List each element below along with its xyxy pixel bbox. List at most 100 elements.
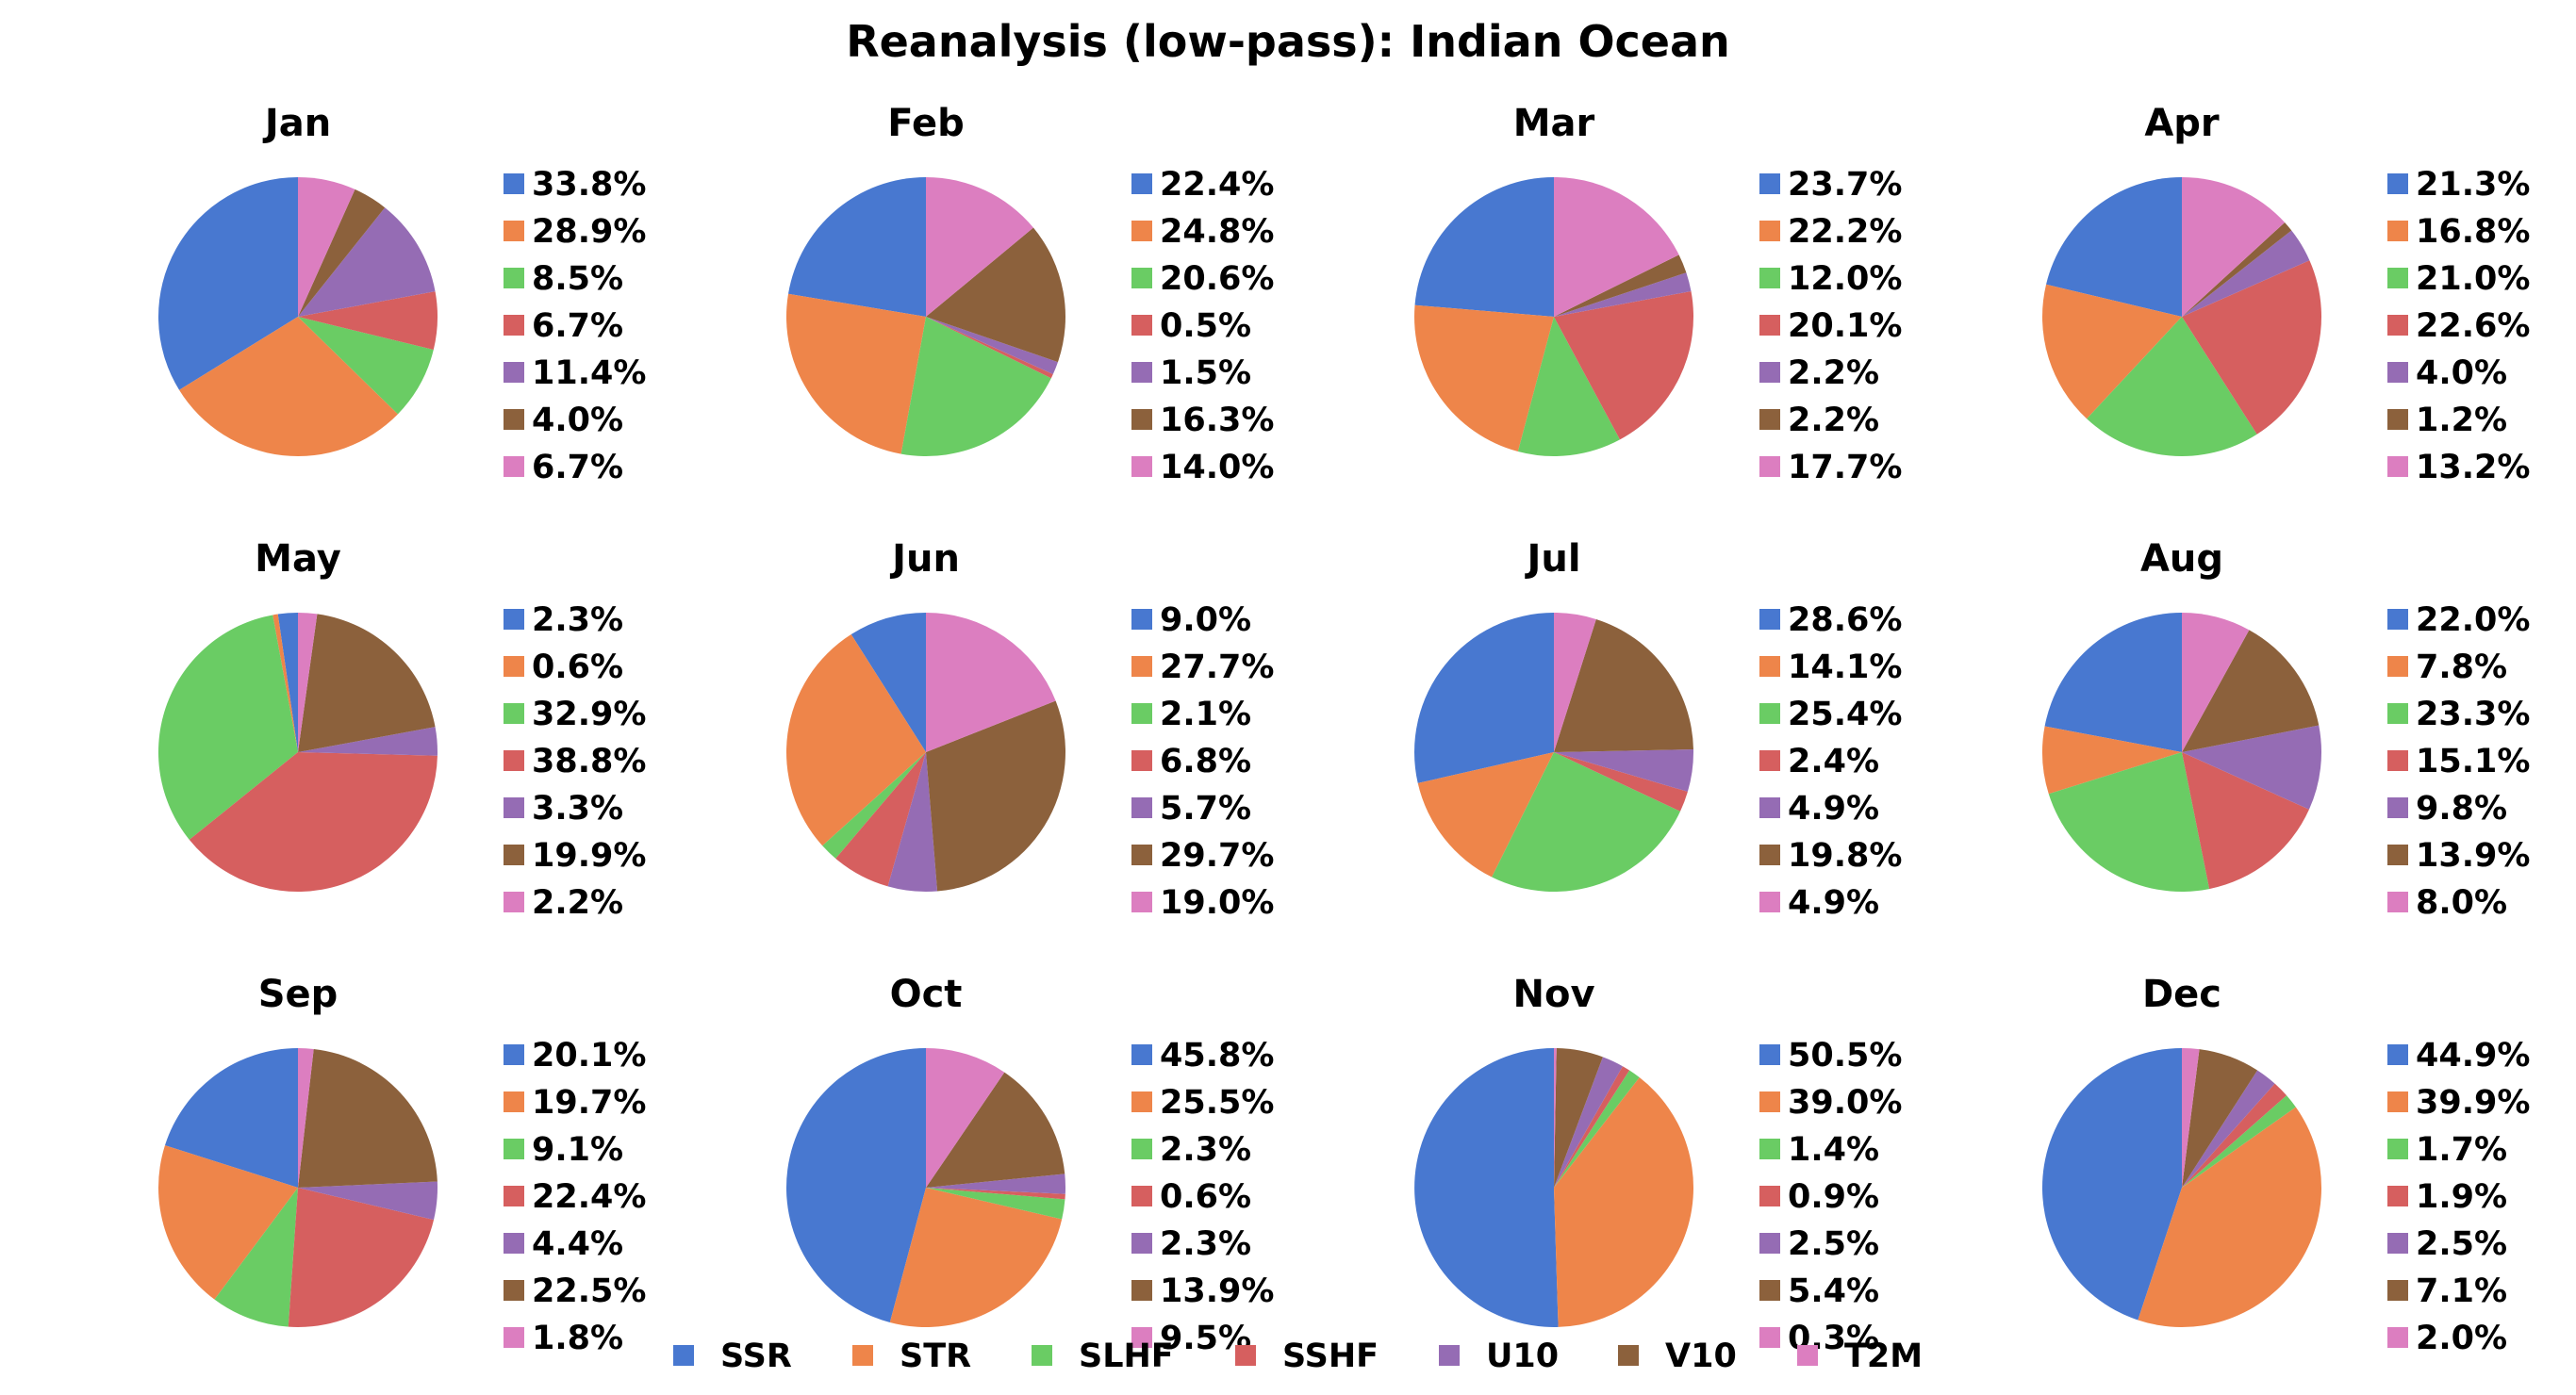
pie-slice-slhf <box>926 1188 1065 1220</box>
legend-swatch-sshf <box>504 750 524 771</box>
legend-swatch-u10 <box>2387 1233 2408 1254</box>
pie-slice-v10 <box>298 614 436 752</box>
legend-swatch-slhf <box>1131 268 1152 288</box>
percent-label: 17.7% <box>1788 449 1902 486</box>
pie-slice-sshf <box>926 317 1053 379</box>
legend-swatch-v10 <box>504 409 524 430</box>
pie-slice-u10 <box>2182 1070 2275 1188</box>
legend-swatch-t2m <box>1759 1327 1780 1348</box>
pie-title: May <box>255 537 341 581</box>
legend-swatch-slhf <box>1131 1139 1152 1159</box>
percent-label: 50.5% <box>1788 1037 1902 1075</box>
pie-title: Aug <box>2140 537 2223 581</box>
legend-swatch-u10 <box>1439 1345 1460 1366</box>
pie-slice-t2m <box>1554 613 1596 752</box>
pie-slice-slhf <box>2087 317 2257 456</box>
legend-swatch-str <box>2387 1091 2408 1112</box>
legend-swatch-str <box>1759 656 1780 677</box>
percent-label: 27.7% <box>1160 648 1274 686</box>
percent-label: 0.5% <box>1160 307 1251 345</box>
legend-swatch-u10 <box>1131 797 1152 818</box>
percent-label: 39.0% <box>1788 1084 1902 1122</box>
percent-label: 14.1% <box>1788 648 1902 686</box>
pie-slice-ssr <box>788 177 926 317</box>
percent-label: 1.2% <box>2416 402 2507 439</box>
pie-slice-slhf <box>298 317 434 415</box>
legend-swatch-u10 <box>504 1233 524 1254</box>
pie-slice-t2m <box>2182 1048 2200 1188</box>
pie-slice-str <box>179 317 398 457</box>
pie-slice-sshf <box>189 752 438 892</box>
pie-slice-v10 <box>1554 1048 1603 1188</box>
pie-chart-may: May 2.3% 0.6% 32.9% 38.8% 3.3% 19.9% 2.2% <box>158 537 646 922</box>
percent-label: 5.4% <box>1788 1272 1879 1310</box>
pie-chart-sep: Sep 20.1% 19.7% 9.1% 22.4% 4.4% 22.5% 1.8% <box>158 973 646 1357</box>
legend-swatch-t2m <box>504 892 524 912</box>
percent-label: 7.1% <box>2416 1272 2507 1310</box>
legend-swatch-ssr <box>1759 173 1780 194</box>
pie-slice-v10 <box>926 700 1066 892</box>
legend-swatch-u10 <box>1759 797 1780 818</box>
legend-swatch-ssr <box>504 609 524 630</box>
pie-chart-aug: Aug 22.0% 7.8% 23.3% 15.1% 9.8% 13.9% 8.0% <box>2041 537 2530 922</box>
legend-swatch-t2m <box>1759 456 1780 477</box>
legend-swatch-v10 <box>1759 845 1780 865</box>
pie-slice-ssr <box>785 1048 926 1322</box>
percent-label: 2.5% <box>2416 1225 2507 1263</box>
percent-label: 33.8% <box>532 166 646 204</box>
pie-slice-sshf <box>2182 260 2322 435</box>
pie-slice-slhf <box>822 752 926 859</box>
pie-title: Apr <box>2144 102 2220 145</box>
percent-label: 4.9% <box>1788 884 1879 922</box>
pie-title: Nov <box>1512 973 1594 1016</box>
legend-swatch-v10 <box>504 845 524 865</box>
legend-swatch-t2m <box>1131 1327 1152 1348</box>
legend-swatch-v10 <box>1131 1280 1152 1301</box>
percent-label: 20.1% <box>1788 307 1902 345</box>
pie-slice-u10 <box>887 752 938 893</box>
pie-slice-ssr <box>164 1048 298 1188</box>
legend-swatch-slhf <box>504 703 524 724</box>
percent-label: 22.6% <box>2416 307 2530 345</box>
percent-label: 8.5% <box>532 260 623 298</box>
percent-label: 5.7% <box>1160 790 1251 828</box>
legend-swatch-str <box>1759 1091 1780 1112</box>
percent-label: 0.9% <box>1788 1178 1879 1216</box>
legend-swatch-ssr <box>1131 1044 1152 1065</box>
pie-slice-str <box>2041 726 2182 795</box>
pie-slice-t2m <box>2182 613 2250 752</box>
legend-swatch-u10 <box>1759 362 1780 383</box>
legend-swatch-str <box>2387 656 2408 677</box>
percent-label: 4.9% <box>1788 790 1879 828</box>
percent-label: 2.4% <box>1788 743 1879 780</box>
percent-label: 38.8% <box>532 743 646 780</box>
legend-swatch-t2m <box>2387 1327 2408 1348</box>
legend-label-ssr: SSR <box>720 1338 792 1375</box>
pie-slice-sshf <box>926 1188 1065 1200</box>
percent-label: 21.3% <box>2416 166 2530 204</box>
legend-swatch-v10 <box>504 1280 524 1301</box>
legend-swatch-slhf <box>1131 703 1152 724</box>
pie-title: Oct <box>890 973 963 1016</box>
percent-label: 2.3% <box>1160 1131 1251 1169</box>
percent-label: 20.1% <box>532 1037 646 1075</box>
pie-slice-v10 <box>926 227 1065 363</box>
legend-swatch-sshf <box>504 1186 524 1206</box>
pie-chart-jul: Jul 28.6% 14.1% 25.4% 2.4% 4.9% 19.8% 4.9% <box>1414 537 1902 922</box>
pie-slice-t2m <box>1554 1048 1557 1188</box>
percent-label: 2.3% <box>1160 1225 1251 1263</box>
pie-title: Jan <box>262 102 331 145</box>
pie-slice-slhf <box>2182 1095 2296 1188</box>
legend-swatch-ssr <box>504 1044 524 1065</box>
percent-label: 4.0% <box>532 402 623 439</box>
legend-label-str: STR <box>900 1338 971 1375</box>
pie-chart-jan: Jan 33.8% 28.9% 8.5% 6.7% 11.4% 4.0% 6.7% <box>157 102 646 486</box>
percent-label: 25.4% <box>1788 696 1902 733</box>
legend-swatch-ssr <box>2387 609 2408 630</box>
legend-swatch-sshf <box>2387 315 2408 336</box>
legend-swatch-ssr <box>1131 609 1152 630</box>
percent-label: 9.1% <box>532 1131 623 1169</box>
percent-label: 22.4% <box>1160 166 1274 204</box>
legend-swatch-str <box>504 1091 524 1112</box>
